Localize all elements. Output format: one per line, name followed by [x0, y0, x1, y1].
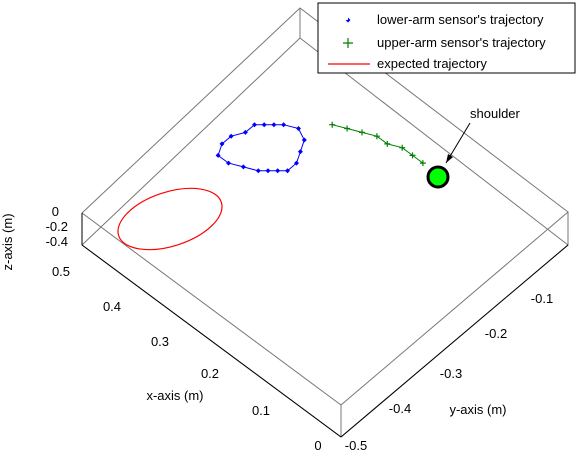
y-tick-label: -0.3: [440, 366, 462, 381]
lower-arm-point: [297, 149, 303, 155]
lower-arm-point: [242, 129, 248, 135]
lower-arm-point: [252, 122, 257, 128]
lower-arm-point: [261, 122, 267, 128]
upper-arm-path: [332, 124, 424, 164]
legend: lower-arm sensor's trajectory upper-arm …: [317, 2, 576, 74]
y-tick-label: -0.5: [345, 438, 367, 453]
lower-arm-point: [285, 168, 290, 174]
x-tick-label: 0.3: [151, 334, 169, 349]
lower-arm-point: [255, 168, 261, 174]
y-tick-label: -0.4: [389, 401, 411, 416]
x-tick-label: 0.4: [103, 299, 121, 314]
lower-arm-point: [301, 137, 307, 143]
lower-arm-point: [265, 168, 271, 174]
z-tick-label: 0: [52, 204, 59, 219]
lower-arm-series: [215, 122, 307, 174]
upper-arm-point: [419, 160, 426, 167]
z-tick-label: -0.4: [46, 234, 68, 249]
z-tick-labels: 0 -0.2 -0.4: [46, 204, 68, 249]
x-tick-label: 0: [314, 438, 321, 453]
lower-arm-point: [219, 141, 225, 147]
legend-item-expected: expected trajectory: [328, 56, 487, 71]
y-tick-label: -0.1: [531, 291, 553, 306]
legend-dot-icon: [345, 17, 351, 23]
shoulder-marker: [426, 165, 450, 189]
x-tick-labels: 0 0.1 0.2 0.3 0.4 0.5: [52, 264, 322, 453]
legend-label: upper-arm sensor's trajectory: [377, 35, 546, 50]
lower-arm-point: [281, 122, 287, 128]
x-tick-label: 0.5: [52, 264, 70, 279]
z-tick-label: -0.2: [46, 219, 68, 234]
expected-trajectory-curve: [117, 187, 223, 251]
y-axis-label: y-axis (m): [449, 402, 506, 417]
axis-lines: [81, 213, 569, 438]
legend-item-lower-arm: lower-arm sensor's trajectory: [345, 12, 544, 27]
lower-arm-point: [240, 164, 246, 170]
x-axis-label: x-axis (m): [146, 388, 203, 403]
y-tick-labels: -0.5 -0.4 -0.3 -0.2 -0.1: [345, 291, 553, 453]
lower-arm-point: [294, 160, 299, 166]
x-tick-label: 0.1: [252, 403, 270, 418]
lower-arm-point: [275, 168, 281, 174]
legend-label: expected trajectory: [377, 56, 487, 71]
lower-arm-point: [228, 133, 234, 139]
upper-arm-point: [359, 129, 365, 136]
upper-arm-point: [373, 133, 380, 140]
legend-box: [317, 2, 576, 74]
shoulder-label: shoulder: [470, 106, 521, 121]
x-tick-label: 0.2: [201, 366, 219, 381]
z-axis-label: z-axis (m): [0, 213, 15, 270]
upper-arm-point: [344, 125, 351, 132]
upper-arm-point: [399, 144, 406, 151]
upper-arm-point: [329, 121, 336, 128]
lower-arm-point: [226, 160, 231, 166]
legend-plus-icon: [343, 38, 353, 48]
y-tick-label: -0.2: [485, 326, 507, 341]
legend-label: lower-arm sensor's trajectory: [377, 12, 544, 27]
lower-arm-point: [296, 126, 301, 131]
legend-item-upper-arm: upper-arm sensor's trajectory: [343, 35, 546, 50]
shoulder-arrowhead: [446, 154, 453, 163]
upper-arm-point: [409, 152, 416, 159]
upper-arm-point: [384, 140, 391, 147]
lower-arm-point: [215, 152, 221, 158]
lower-arm-path: [217, 124, 305, 172]
upper-arm-series: [329, 121, 426, 167]
lower-arm-point: [271, 122, 277, 128]
